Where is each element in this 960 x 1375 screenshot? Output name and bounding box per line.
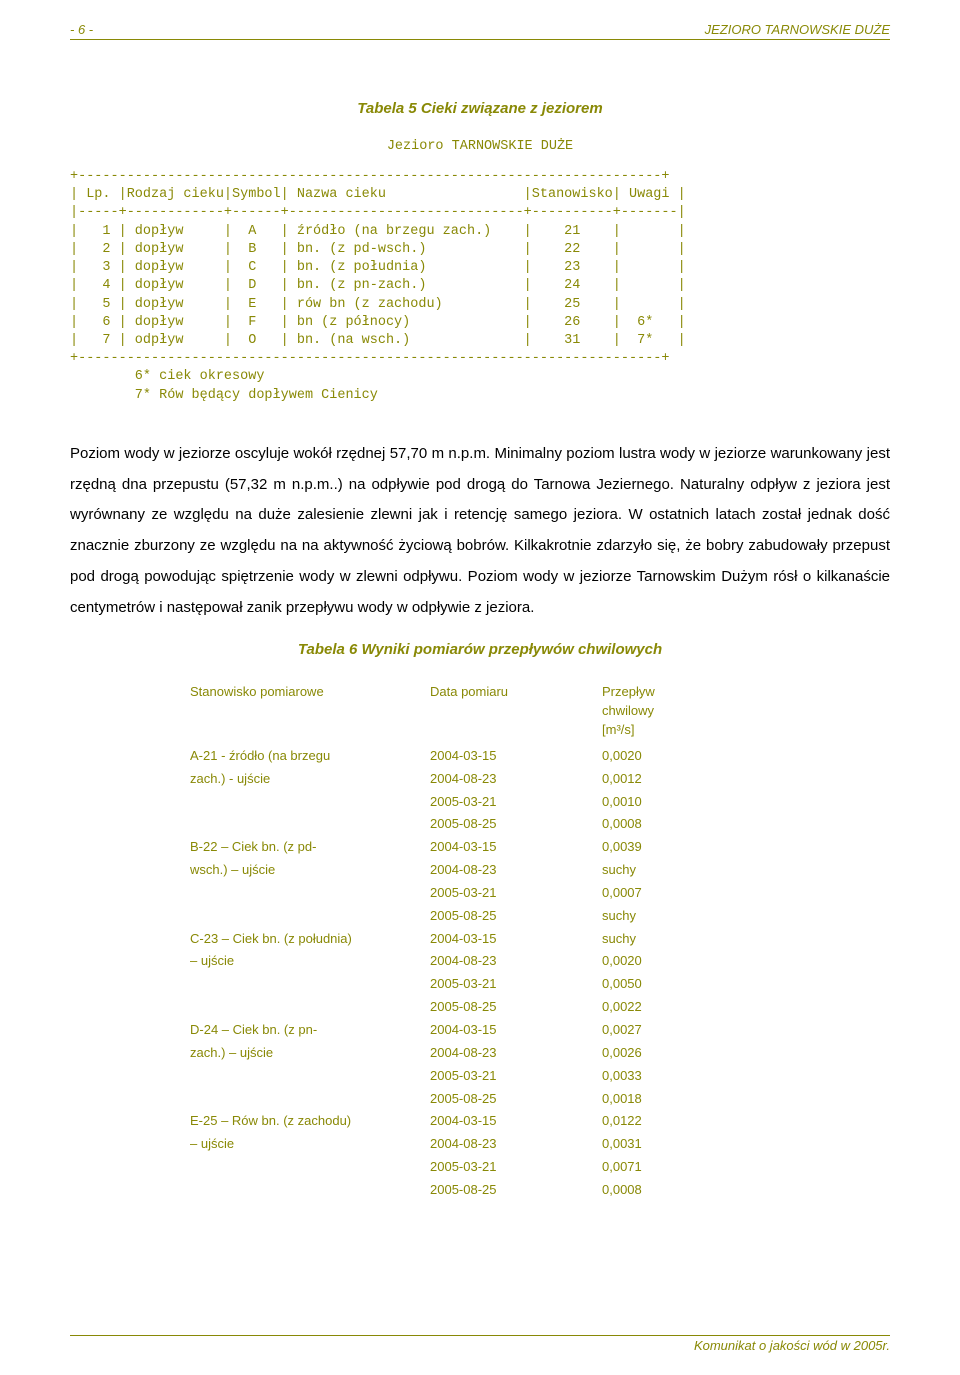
station-cell: – ujście <box>188 1134 428 1155</box>
date-cell: 2005-08-25 <box>430 814 600 835</box>
station-cell: zach.) – ujście <box>188 1043 428 1064</box>
date-cell: 2004-03-15 <box>430 1111 600 1132</box>
flow-cell: 0,0050 <box>602 974 772 995</box>
table-row: 2005-08-250,0008 <box>188 1180 772 1201</box>
flow-cell: 0,0020 <box>602 951 772 972</box>
table6-body: A-21 - źródło (na brzegu2004-03-150,0020… <box>188 746 772 1201</box>
page-header: - 6 - JEZIORO TARNOWSKIE DUŻE <box>70 22 890 40</box>
flow-cell: 0,0020 <box>602 746 772 767</box>
table-row: wsch.) – ujście2004-08-23suchy <box>188 860 772 881</box>
flow-cell: 0,0039 <box>602 837 772 858</box>
flow-cell: suchy <box>602 906 772 927</box>
table6-header-row: Stanowisko pomiarowe Data pomiaru Przepł… <box>188 682 772 744</box>
flow-cell: 0,0026 <box>602 1043 772 1064</box>
station-cell <box>188 814 428 835</box>
date-cell: 2004-08-23 <box>430 860 600 881</box>
date-cell: 2005-03-21 <box>430 792 600 813</box>
station-cell <box>188 906 428 927</box>
date-cell: 2004-08-23 <box>430 769 600 790</box>
station-cell <box>188 974 428 995</box>
station-cell: C-23 – Ciek bn. (z południa) <box>188 929 428 950</box>
table-row: 2005-08-250,0018 <box>188 1089 772 1110</box>
flow-cell: 0,0027 <box>602 1020 772 1041</box>
date-cell: 2004-03-15 <box>430 746 600 767</box>
station-cell: E-25 – Rów bn. (z zachodu) <box>188 1111 428 1132</box>
body-paragraph: Poziom wody w jeziorze oscyluje wokół rz… <box>70 439 890 624</box>
station-cell <box>188 883 428 904</box>
table6: Stanowisko pomiarowe Data pomiaru Przepł… <box>186 680 774 1202</box>
date-cell: 2004-08-23 <box>430 1043 600 1064</box>
table-row: C-23 – Ciek bn. (z południa)2004-03-15su… <box>188 929 772 950</box>
table-row: zach.) – ujście2004-08-230,0026 <box>188 1043 772 1064</box>
station-cell <box>188 997 428 1018</box>
date-cell: 2005-03-21 <box>430 1157 600 1178</box>
station-cell <box>188 1157 428 1178</box>
table-row: 2005-08-250,0022 <box>188 997 772 1018</box>
table-row: D-24 – Ciek bn. (z pn-2004-03-150,0027 <box>188 1020 772 1041</box>
date-cell: 2005-03-21 <box>430 1066 600 1087</box>
table6-col-flow: Przepływ chwilowy [m³/s] <box>602 682 772 744</box>
table-row: 2005-08-25suchy <box>188 906 772 927</box>
date-cell: 2005-08-25 <box>430 1089 600 1110</box>
station-cell: B-22 – Ciek bn. (z pd- <box>188 837 428 858</box>
date-cell: 2005-08-25 <box>430 1180 600 1201</box>
flow-cell: 0,0018 <box>602 1089 772 1110</box>
date-cell: 2004-03-15 <box>430 837 600 858</box>
table-row: 2005-08-250,0008 <box>188 814 772 835</box>
station-cell: wsch.) – ujście <box>188 860 428 881</box>
table-row: 2005-03-210,0010 <box>188 792 772 813</box>
flow-cell: 0,0031 <box>602 1134 772 1155</box>
flow-cell: 0,0071 <box>602 1157 772 1178</box>
flow-cell: 0,0012 <box>602 769 772 790</box>
page-number: - 6 - <box>70 22 93 37</box>
table-row: 2005-03-210,0033 <box>188 1066 772 1087</box>
flow-cell: 0,0022 <box>602 997 772 1018</box>
table6-col-date: Data pomiaru <box>430 682 600 744</box>
date-cell: 2005-03-21 <box>430 974 600 995</box>
date-cell: 2004-08-23 <box>430 1134 600 1155</box>
table6-col-station: Stanowisko pomiarowe <box>188 682 428 744</box>
table-row: E-25 – Rów bn. (z zachodu)2004-03-150,01… <box>188 1111 772 1132</box>
flow-cell: 0,0008 <box>602 814 772 835</box>
date-cell: 2004-08-23 <box>430 951 600 972</box>
station-cell <box>188 792 428 813</box>
date-cell: 2005-08-25 <box>430 906 600 927</box>
date-cell: 2005-03-21 <box>430 883 600 904</box>
table-row: – ujście2004-08-230,0031 <box>188 1134 772 1155</box>
table5-ascii: +---------------------------------------… <box>70 168 890 405</box>
date-cell: 2004-03-15 <box>430 929 600 950</box>
table-row: – ujście2004-08-230,0020 <box>188 951 772 972</box>
date-cell: 2005-08-25 <box>430 997 600 1018</box>
page-header-title: JEZIORO TARNOWSKIE DUŻE <box>705 22 890 37</box>
station-cell: – ujście <box>188 951 428 972</box>
station-cell <box>188 1180 428 1201</box>
flow-cell: suchy <box>602 860 772 881</box>
flow-cell: 0,0007 <box>602 883 772 904</box>
flow-cell: 0,0122 <box>602 1111 772 1132</box>
station-cell: A-21 - źródło (na brzegu <box>188 746 428 767</box>
flow-label-1: Przepływ <box>602 684 655 699</box>
date-cell: 2004-03-15 <box>430 1020 600 1041</box>
table-row: 2005-03-210,0071 <box>188 1157 772 1178</box>
station-cell: zach.) - ujście <box>188 769 428 790</box>
station-cell <box>188 1066 428 1087</box>
table-row: zach.) - ujście2004-08-230,0012 <box>188 769 772 790</box>
flow-cell: 0,0010 <box>602 792 772 813</box>
flow-cell: 0,0033 <box>602 1066 772 1087</box>
table-row: B-22 – Ciek bn. (z pd-2004-03-150,0039 <box>188 837 772 858</box>
flow-cell: 0,0008 <box>602 1180 772 1201</box>
table5-title: Tabela 5 Cieki związane z jeziorem <box>70 100 890 117</box>
flow-cell: suchy <box>602 929 772 950</box>
table5-subtitle: Jezioro TARNOWSKIE DUŻE <box>70 139 890 154</box>
table-row: 2005-03-210,0007 <box>188 883 772 904</box>
page-footer: Komunikat o jakości wód w 2005r. <box>70 1335 890 1353</box>
flow-label-2: chwilowy <box>602 703 654 718</box>
flow-label-3: [m³/s] <box>602 722 635 737</box>
table-row: A-21 - źródło (na brzegu2004-03-150,0020 <box>188 746 772 767</box>
table-row: 2005-03-210,0050 <box>188 974 772 995</box>
station-cell <box>188 1089 428 1110</box>
station-cell: D-24 – Ciek bn. (z pn- <box>188 1020 428 1041</box>
table6-title: Tabela 6 Wyniki pomiarów przepływów chwi… <box>70 641 890 658</box>
